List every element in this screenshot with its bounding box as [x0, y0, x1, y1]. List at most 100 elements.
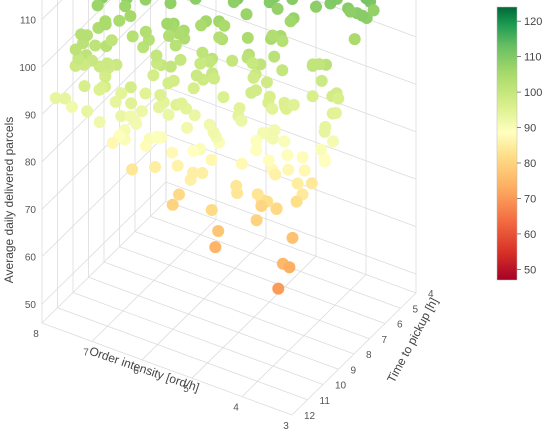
data-point — [218, 19, 231, 32]
data-point — [174, 53, 187, 66]
data-point — [196, 46, 209, 59]
data-point — [75, 28, 88, 41]
data-point — [135, 105, 148, 118]
data-point — [332, 92, 345, 105]
data-point — [286, 0, 299, 5]
data-point — [109, 95, 122, 108]
gridline-y — [150, 215, 401, 309]
data-point — [115, 110, 128, 123]
data-point — [169, 39, 182, 52]
data-point — [278, 96, 291, 109]
colorbar-tick-label: 70 — [524, 194, 536, 206]
z-tick-label: 50 — [25, 300, 37, 311]
gridline-z — [165, 86, 417, 180]
data-point — [190, 69, 203, 82]
data-point — [101, 57, 114, 70]
colorbar-tick-label: 110 — [524, 52, 542, 64]
y-tick-label: 5 — [413, 304, 419, 315]
data-point — [189, 0, 202, 5]
data-point — [227, 0, 240, 8]
data-point — [99, 15, 112, 28]
data-point — [124, 81, 137, 94]
data-point — [250, 214, 263, 227]
data-point — [268, 124, 281, 137]
data-point — [194, 57, 207, 70]
y-tick-label: 8 — [366, 350, 372, 361]
y-tick-label: 7 — [382, 335, 388, 346]
data-point — [89, 39, 102, 52]
data-point — [287, 98, 300, 111]
colorbar-tick-label: 90 — [524, 123, 536, 135]
gridline-z — [185, 0, 417, 85]
data-point — [281, 149, 294, 162]
data-point — [296, 151, 309, 164]
data-point — [203, 55, 216, 68]
data-point — [270, 202, 283, 215]
data-point — [315, 143, 327, 156]
data-point — [269, 168, 282, 181]
data-point — [241, 31, 254, 44]
data-point — [93, 83, 106, 96]
colorbar-tick-label: 100 — [524, 87, 542, 99]
z-tick-label: 60 — [25, 253, 37, 264]
data-point — [283, 261, 296, 274]
data-point — [151, 130, 164, 143]
data-point — [217, 91, 230, 104]
data-point — [226, 54, 239, 67]
colorbar-tick-label: 120 — [524, 16, 542, 28]
data-point — [326, 0, 338, 4]
y-tick-label: 4 — [428, 289, 434, 300]
data-point — [162, 108, 175, 121]
data-point — [175, 97, 188, 110]
data-point — [181, 121, 194, 134]
data-point — [205, 204, 218, 216]
data-point — [187, 82, 200, 95]
data-point — [78, 80, 91, 93]
colorbar-tick-label: 60 — [524, 229, 536, 241]
data-points — [49, 0, 380, 295]
gridline-y — [57, 307, 308, 401]
data-point — [276, 64, 289, 77]
data-point — [250, 144, 263, 157]
z-tick-label: 90 — [25, 110, 37, 121]
data-point — [154, 89, 167, 101]
data-point — [140, 140, 152, 152]
gridline-y — [103, 261, 355, 355]
data-point — [187, 144, 200, 157]
data-point — [205, 153, 218, 166]
data-point — [91, 0, 104, 12]
data-point — [187, 166, 199, 179]
data-point — [360, 0, 372, 5]
x-tick-label: 5 — [183, 384, 189, 395]
y-tick-label: 9 — [351, 365, 357, 376]
data-point — [284, 15, 297, 28]
gridline-y — [41, 322, 293, 416]
data-point — [49, 92, 62, 104]
data-point — [164, 0, 177, 10]
y-tick-label: 12 — [304, 411, 316, 422]
data-point — [196, 167, 209, 179]
data-point — [93, 116, 106, 129]
data-point — [59, 92, 71, 105]
data-point — [251, 188, 264, 201]
gridline-y — [165, 200, 417, 294]
z-tick-label: 80 — [25, 158, 37, 169]
data-point — [230, 179, 243, 192]
data-point — [247, 71, 260, 84]
colorbar-gradient — [496, 6, 518, 281]
colorbar: 120 110 100 90 80 70 60 50 — [496, 6, 542, 281]
data-point — [250, 84, 262, 97]
data-point — [106, 137, 119, 149]
colorbar-tick-label: 50 — [524, 264, 536, 276]
data-point — [233, 102, 246, 115]
data-point — [81, 105, 94, 118]
data-point — [344, 5, 357, 18]
data-point — [305, 177, 318, 190]
data-point — [126, 163, 139, 176]
gridline-z — [314, 0, 417, 38]
data-point — [266, 29, 279, 42]
data-point — [255, 200, 268, 212]
tick-labels: 5060708090100110120876543456789101112 — [19, 15, 434, 430]
y-tick-label: 6 — [397, 320, 403, 331]
data-point — [272, 282, 285, 295]
